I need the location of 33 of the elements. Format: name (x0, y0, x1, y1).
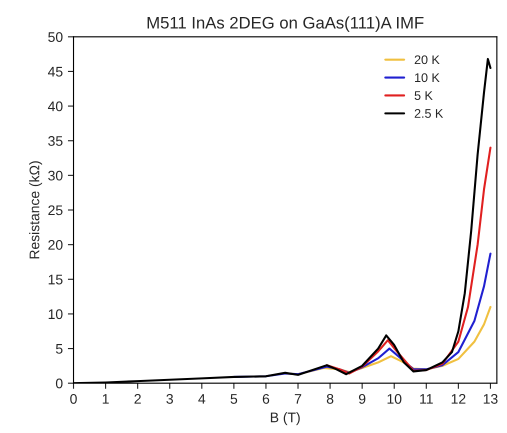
x-tick-label: 6 (262, 394, 270, 404)
legend-label: 2.5 K (414, 109, 444, 118)
y-tick-label: 15 (48, 274, 63, 284)
y-tick-label: 20 (48, 240, 63, 250)
x-tick-label: 3 (166, 394, 173, 404)
x-tick-label: 10 (388, 394, 402, 404)
y-tick-label: 40 (48, 101, 63, 112)
y-tick-label: 50 (48, 32, 63, 42)
y-tick-label: 30 (48, 170, 63, 181)
x-axis-title: B (T) (270, 412, 300, 426)
y-tick-label: 25 (48, 205, 63, 216)
y-axis-title: Resistance (kΩ) (29, 161, 42, 258)
chart-title: M511 InAs 2DEG on GaAs(111)A IMF (148, 16, 424, 32)
y-tick-label: 0 (56, 378, 63, 388)
x-tick-label: 4 (198, 394, 206, 404)
y-tick-label: 45 (48, 66, 63, 77)
y-tick-label: 5 (56, 344, 63, 354)
x-tick-label: 5 (230, 394, 238, 404)
x-tick-label: 0 (70, 394, 77, 404)
x-tick-label: 2 (134, 394, 141, 404)
y-tick-label: 35 (48, 136, 63, 146)
x-tick-label: 1 (102, 394, 109, 404)
x-tick-label: 8 (326, 394, 334, 404)
line-series (326, 146, 492, 375)
x-tick-label: 13 (484, 394, 498, 404)
y-tick-label: 10 (48, 309, 63, 320)
legend-label: 20 K (414, 55, 440, 64)
x-tick-label: 7 (294, 394, 302, 404)
x-tick-label: 12 (452, 394, 466, 404)
legend-label: 5 K (414, 91, 433, 100)
legend-label: 10 K (415, 73, 440, 82)
x-tick-label: 9 (358, 394, 366, 404)
x-tick-label: 11 (420, 394, 433, 404)
